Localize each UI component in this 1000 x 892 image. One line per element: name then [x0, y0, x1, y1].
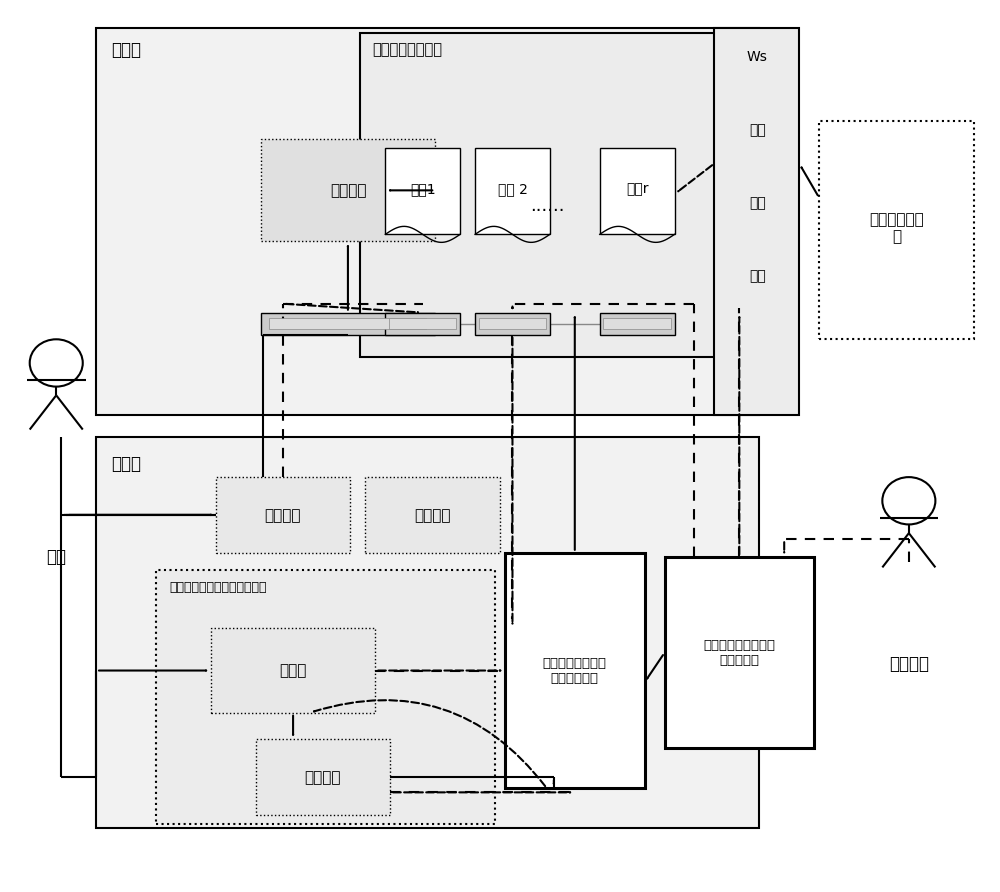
Text: 图形化软件体系结构建模模块: 图形化软件体系结构建模模块 [169, 582, 266, 594]
Bar [600, 312, 675, 334]
Text: 用户干预: 用户干预 [889, 655, 929, 673]
Text: 用户管理: 用户管理 [330, 183, 367, 198]
Bar [96, 28, 759, 415]
Text: 第三方演化系
统: 第三方演化系 统 [870, 212, 924, 244]
Text: 文件同步管理模块: 文件同步管理模块 [372, 42, 442, 57]
Bar [269, 318, 426, 329]
Text: 文档r: 文档r [626, 182, 648, 196]
Text: 控制中心: 控制中心 [304, 770, 341, 785]
Bar [505, 553, 645, 789]
Bar [600, 148, 675, 235]
Text: 接口: 接口 [749, 196, 766, 211]
Bar [475, 312, 550, 334]
Text: ......: ...... [531, 197, 565, 215]
Text: 项目展示: 项目展示 [414, 508, 450, 523]
Bar [96, 437, 759, 829]
Text: 绘图区: 绘图区 [279, 664, 306, 679]
Text: 体系结构图像模型
文件生成模块: 体系结构图像模型 文件生成模块 [543, 657, 607, 685]
Bar [385, 148, 460, 235]
Text: 文档 2: 文档 2 [498, 182, 527, 196]
Bar [156, 571, 495, 824]
Bar [365, 477, 500, 553]
Bar [389, 318, 456, 329]
Bar [216, 477, 350, 553]
Text: 用户: 用户 [46, 549, 66, 566]
Bar [256, 739, 390, 815]
Bar [475, 148, 550, 235]
Bar [385, 312, 460, 334]
Text: 文档1: 文档1 [410, 182, 436, 196]
Bar [261, 139, 435, 242]
Text: 登录模块: 登录模块 [264, 508, 301, 523]
Bar [819, 121, 974, 339]
Text: 软件应用代码工程框
架生成模块: 软件应用代码工程框 架生成模块 [703, 640, 775, 667]
Bar [665, 558, 814, 748]
Bar [603, 318, 671, 329]
Text: 服务器: 服务器 [111, 41, 141, 60]
Text: Ws: Ws [747, 50, 768, 64]
Text: 演化: 演化 [749, 123, 766, 137]
Bar [360, 32, 764, 357]
Text: 模块: 模块 [749, 269, 766, 283]
Text: 客户端: 客户端 [111, 455, 141, 473]
Bar [211, 628, 375, 713]
Bar [714, 28, 799, 415]
Bar [261, 312, 435, 334]
Bar [479, 318, 546, 329]
